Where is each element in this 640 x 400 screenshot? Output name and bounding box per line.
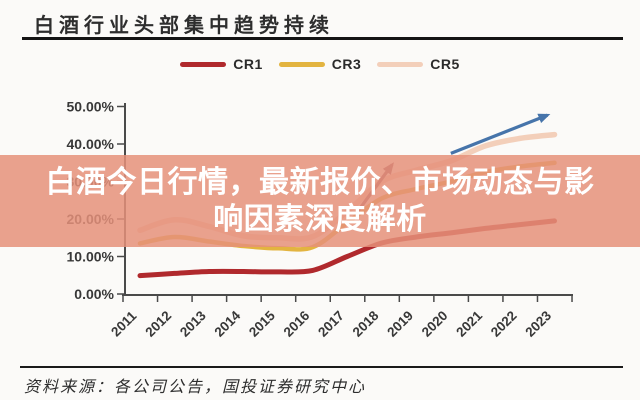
- x-axis-label: 2013: [177, 308, 209, 340]
- x-axis-label: 2021: [453, 308, 485, 340]
- legend-item-cr3: CR3: [278, 56, 362, 72]
- x-axis-label: 2015: [246, 308, 278, 340]
- x-axis-label: 2018: [350, 308, 382, 340]
- legend-swatch-cr1: [180, 61, 227, 67]
- chart-legend: CR1 CR3 CR5: [0, 56, 640, 72]
- x-axis-label: 2020: [419, 308, 451, 340]
- x-axis-label: 2012: [142, 308, 174, 340]
- legend-label-cr1: CR1: [233, 56, 263, 72]
- headline-line1: 白酒今日行情，最新报价、市场动态与影: [45, 166, 595, 199]
- x-axis-label: 2017: [315, 308, 347, 340]
- legend-swatch-cr3: [278, 61, 325, 67]
- footer-rule: [20, 366, 623, 368]
- source-note: 资料来源：各公司公告，国投证券研究中心: [24, 379, 367, 396]
- chart-title: 白酒行业头部集中趋势持续: [34, 15, 334, 37]
- y-axis-label: 40.00%: [67, 136, 115, 152]
- legend-label-cr3: CR3: [331, 56, 362, 72]
- x-axis-label: 2019: [384, 308, 416, 340]
- x-axis-label: 2022: [488, 308, 520, 340]
- legend-swatch-cr5: [377, 61, 424, 67]
- legend-item-cr1: CR1: [180, 56, 263, 72]
- y-axis-label: 0.00%: [74, 286, 114, 302]
- x-axis-label: 2016: [281, 308, 313, 340]
- legend-label-cr5: CR5: [430, 56, 460, 72]
- x-axis-label: 2023: [522, 308, 554, 340]
- x-axis-label: 2014: [212, 308, 244, 340]
- title-underline: [22, 37, 623, 40]
- legend-item-cr5: CR5: [377, 56, 460, 72]
- headline-overlay: 白酒今日行情，最新报价、市场动态与影 响因素深度解析: [0, 155, 640, 247]
- trend-arrow-blue: [450, 113, 551, 155]
- y-axis-label: 50.00%: [67, 99, 115, 115]
- y-axis-label: 10.00%: [67, 249, 115, 265]
- x-axis-label: 2011: [108, 308, 140, 340]
- headline-line2: 响因素深度解析: [213, 203, 427, 236]
